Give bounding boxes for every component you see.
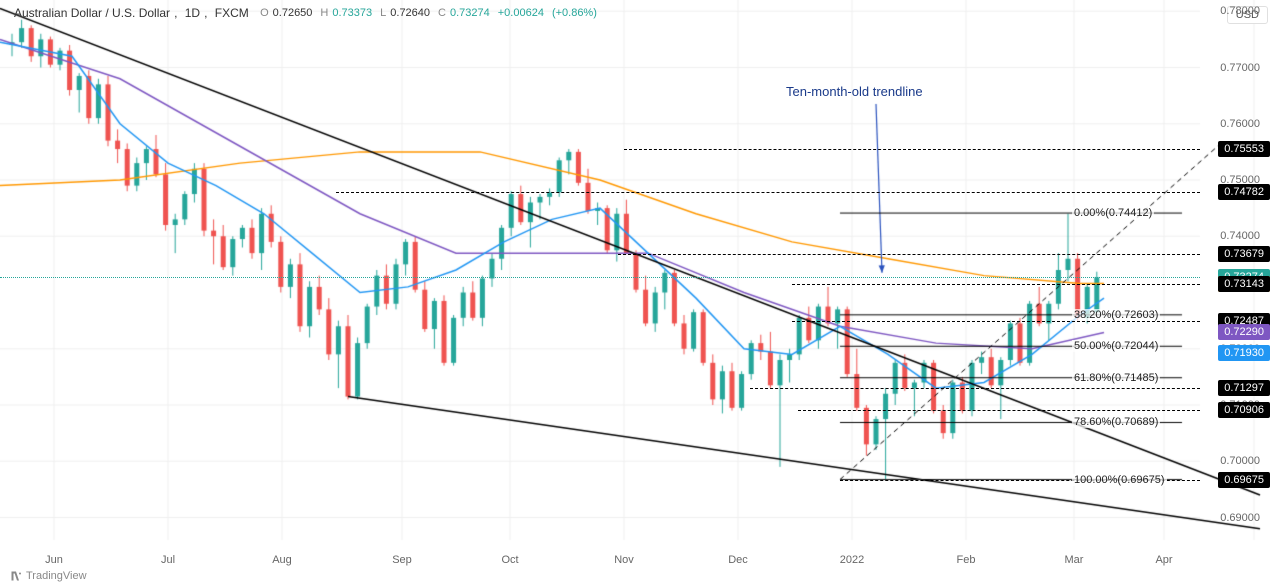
y-tick: 0.76000 <box>1220 118 1260 130</box>
x-tick: Jul <box>161 554 175 566</box>
current-price-line <box>0 277 1200 278</box>
price-tag: 0.73143 <box>1218 276 1270 292</box>
exchange: FXCM <box>215 6 249 20</box>
interval: 1D <box>185 6 200 20</box>
x-tick: Feb <box>957 554 976 566</box>
price-tag: 0.71297 <box>1218 380 1270 396</box>
y-tick: 0.74000 <box>1220 230 1260 242</box>
symbol-name: Australian Dollar / U.S. Dollar <box>14 6 170 20</box>
ohlc-h-label: H <box>320 7 328 19</box>
ohlc-c-label: C <box>438 7 446 19</box>
ohlc-o: 0.72650 <box>273 7 313 19</box>
ohlc-c: 0.73274 <box>450 7 490 19</box>
x-tick: Nov <box>614 554 634 566</box>
horizontal-level <box>792 284 1200 285</box>
price-tag: 0.74782 <box>1218 184 1270 200</box>
price-tag: 0.75553 <box>1218 141 1270 157</box>
fib-label: 78.60%(0.70689) <box>1072 416 1160 428</box>
y-tick: 0.78000 <box>1220 5 1260 17</box>
tradingview-logo-icon <box>10 570 22 582</box>
x-tick: 2022 <box>840 554 864 566</box>
ohlc-h: 0.73373 <box>332 7 372 19</box>
fib-label: 38.20%(0.72603) <box>1072 309 1160 321</box>
chart-canvas[interactable] <box>0 0 1274 588</box>
horizontal-level <box>750 388 1200 389</box>
price-tag: 0.70906 <box>1218 402 1270 418</box>
y-tick: 0.70000 <box>1220 455 1260 467</box>
x-tick: Mar <box>1065 554 1084 566</box>
ohlc-change: +0.00624 <box>498 7 544 19</box>
x-tick: Aug <box>272 554 292 566</box>
x-tick: Jun <box>45 554 63 566</box>
price-tag: 0.72290 <box>1218 324 1270 340</box>
x-tick: Sep <box>392 554 412 566</box>
fib-label: 50.00%(0.72044) <box>1072 340 1160 352</box>
tradingview-watermark: TradingView <box>10 570 87 582</box>
price-tag: 0.69675 <box>1218 472 1270 488</box>
fib-label: 61.80%(0.71485) <box>1072 372 1160 384</box>
y-tick: 0.77000 <box>1220 62 1260 74</box>
horizontal-level <box>624 149 1200 150</box>
horizontal-level <box>798 410 1200 411</box>
trendline-annotation: Ten-month-old trendline <box>786 84 923 99</box>
ohlc-l: 0.72640 <box>390 7 430 19</box>
horizontal-level <box>618 254 1200 255</box>
ohlc-o-label: O <box>260 7 269 19</box>
horizontal-level <box>792 321 1200 322</box>
price-tag: 0.73679 <box>1218 246 1270 262</box>
x-tick: Oct <box>501 554 518 566</box>
price-tag: 0.71930 <box>1218 345 1270 361</box>
chart-container[interactable]: Australian Dollar / U.S. Dollar , 1D , F… <box>0 0 1274 588</box>
x-tick: Apr <box>1155 554 1172 566</box>
fib-label: 100.00%(0.69675) <box>1072 474 1167 486</box>
fib-label: 0.00%(0.74412) <box>1072 207 1154 219</box>
y-tick: 0.69000 <box>1220 512 1260 524</box>
x-tick: Dec <box>728 554 748 566</box>
ohlc-change-pct: (+0.86%) <box>552 7 597 19</box>
horizontal-level <box>336 192 1200 193</box>
symbol-info-bar[interactable]: Australian Dollar / U.S. Dollar , 1D , F… <box>14 6 601 20</box>
ohlc-l-label: L <box>380 7 386 19</box>
